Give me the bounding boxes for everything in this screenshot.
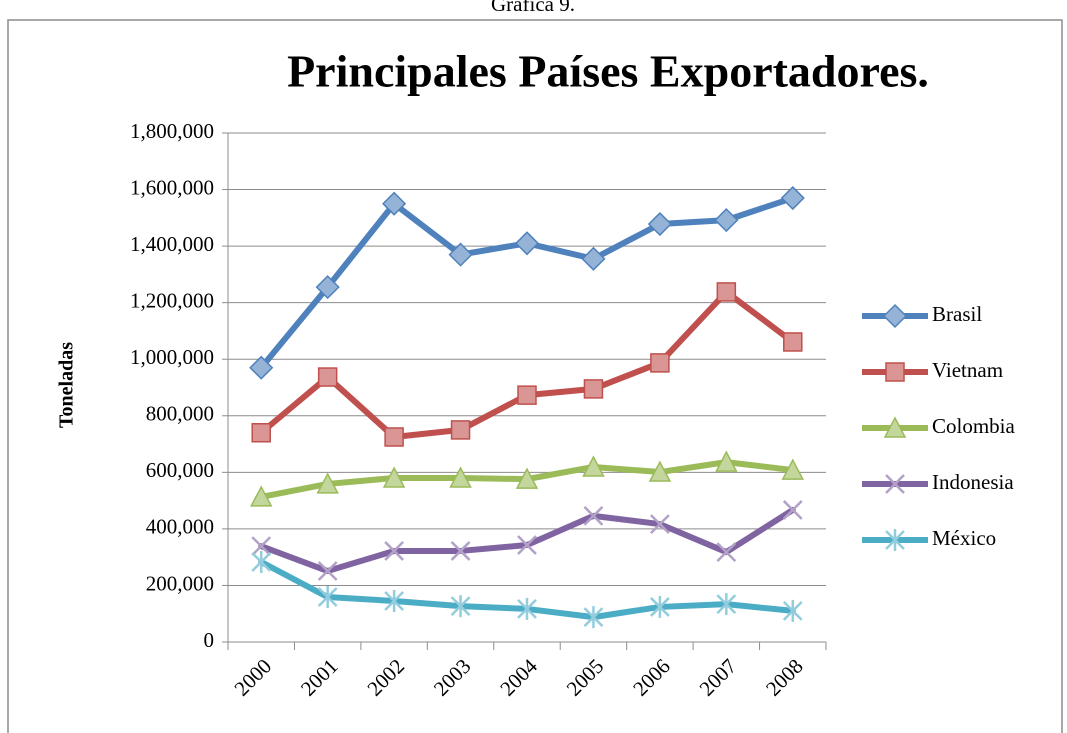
marker	[885, 362, 905, 382]
legend-label: Vietnam	[932, 358, 1003, 382]
y-tick-label: 0	[204, 628, 215, 652]
legend-label: México	[932, 526, 996, 550]
x-tick-label: 2000	[229, 654, 276, 701]
caption: Gráfica 9.	[491, 0, 575, 16]
marker	[449, 466, 472, 488]
marker	[251, 550, 272, 573]
marker	[317, 586, 338, 609]
marker	[517, 597, 537, 620]
marker	[316, 472, 339, 494]
x-tick-label: 2006	[628, 654, 675, 701]
marker	[251, 536, 272, 557]
x-tick-label: 2008	[761, 654, 808, 701]
marker	[317, 367, 338, 387]
y-tick-label: 1,200,000	[130, 288, 214, 312]
marker	[650, 595, 670, 618]
marker	[517, 385, 537, 405]
marker	[382, 191, 407, 216]
y-tick-label: 400,000	[146, 515, 214, 539]
marker	[782, 500, 803, 520]
marker	[251, 422, 271, 443]
marker	[581, 246, 606, 271]
marker	[716, 542, 737, 562]
y-tick-label: 1,000,000	[130, 345, 214, 369]
chart-frame	[7, 19, 1063, 733]
marker	[716, 593, 737, 616]
marker	[582, 455, 605, 477]
marker	[517, 535, 537, 555]
marker	[650, 514, 670, 534]
marker	[648, 460, 672, 482]
marker	[384, 427, 404, 447]
marker	[450, 595, 471, 618]
y-axis-label: Toneladas	[56, 342, 78, 428]
marker	[650, 353, 670, 373]
marker	[782, 599, 803, 622]
marker	[450, 420, 471, 440]
marker	[780, 185, 805, 211]
chart-title: Principales Países Exportadores.	[287, 46, 929, 97]
marker	[382, 466, 406, 488]
marker	[783, 332, 803, 352]
x-tick-label: 2001	[296, 654, 343, 701]
marker	[882, 303, 908, 329]
marker	[249, 485, 273, 507]
marker	[883, 416, 907, 438]
legend-label: Colombia	[932, 414, 1016, 438]
marker	[885, 529, 905, 551]
series-line	[258, 195, 796, 371]
x-tick-label: 2007	[695, 654, 742, 701]
y-tick-label: 1,600,000	[130, 175, 214, 199]
marker	[583, 606, 604, 629]
y-tick-label: 200,000	[146, 571, 214, 595]
marker	[714, 208, 739, 233]
marker	[317, 561, 338, 581]
marker	[514, 231, 540, 256]
x-tick-label: 2002	[362, 654, 409, 701]
marker	[716, 282, 737, 302]
marker	[249, 355, 274, 380]
legend-label: Brasil	[932, 302, 982, 326]
marker	[647, 211, 672, 237]
marker	[384, 589, 404, 612]
x-tick-label: 2004	[495, 654, 542, 701]
marker	[450, 541, 471, 561]
marker	[384, 541, 404, 561]
series-line	[258, 506, 796, 575]
marker	[583, 505, 604, 526]
y-tick-label: 1,800,000	[130, 119, 214, 143]
series-line	[258, 288, 796, 440]
y-tick-label: 600,000	[146, 458, 214, 482]
marker	[515, 467, 539, 489]
marker	[448, 242, 473, 267]
marker	[715, 450, 738, 472]
marker	[885, 474, 905, 494]
y-tick-label: 1,400,000	[130, 232, 214, 256]
marker	[583, 379, 604, 399]
x-tick-label: 2003	[429, 654, 476, 701]
marker	[315, 275, 340, 300]
x-tick-label: 2005	[562, 654, 609, 701]
marker	[781, 458, 805, 480]
legend-label: Indonesia	[932, 470, 1014, 494]
y-tick-label: 800,000	[146, 402, 214, 426]
